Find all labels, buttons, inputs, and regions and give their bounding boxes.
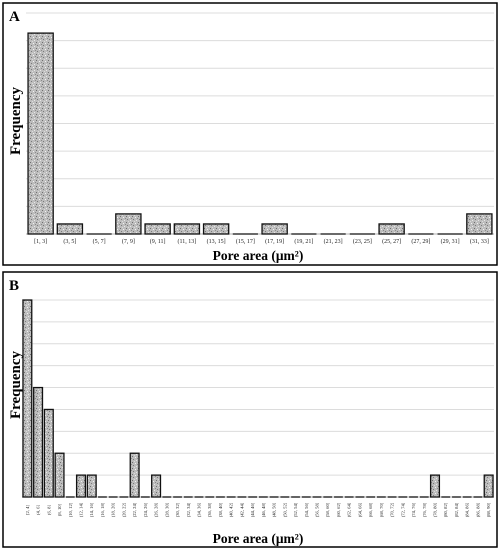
panel-a-x-axis-label: Pore area (μm²) <box>213 248 304 263</box>
tick-label: (64, 66] <box>357 502 363 517</box>
tick-label: (60, 62] <box>336 502 342 517</box>
tick-label: (4, 6] <box>36 505 42 515</box>
tick-label: (88, 90] <box>486 502 492 517</box>
tick-label: (21, 23] <box>324 238 343 245</box>
tick-label: (82, 84] <box>454 502 460 517</box>
tick-label: (7, 9] <box>122 238 135 245</box>
tick-label: (6, 8] <box>46 505 52 515</box>
bar-1 <box>27 32 54 235</box>
tick-label: (86, 88] <box>475 502 481 517</box>
tick-label: (18, 20] <box>111 502 117 517</box>
tick-label: (32, 34] <box>186 502 192 517</box>
tick-label: (30, 32] <box>175 502 181 517</box>
bar-1 <box>22 299 33 498</box>
tick-label: (76, 78] <box>422 502 428 517</box>
tick-label: (24, 26] <box>143 502 149 517</box>
bar-4 <box>115 213 142 235</box>
panel-b-letter: B <box>9 278 19 294</box>
tick-label: (5, 7] <box>93 238 106 245</box>
tick-label: (12, 14] <box>79 502 85 517</box>
bar-7 <box>202 223 230 235</box>
tick-label: (58, 60] <box>325 502 331 517</box>
tick-label: (17, 19] <box>265 238 284 245</box>
tick-label: (9, 11] <box>150 238 166 245</box>
tick-label: (29, 31] <box>441 238 460 245</box>
tick-label: (52, 54] <box>293 502 299 517</box>
tick-label: (80, 82] <box>443 502 449 517</box>
tick-label: (42, 44] <box>239 502 245 517</box>
tick-label: (72, 74] <box>400 502 406 517</box>
tick-label: (36, 38] <box>207 502 213 517</box>
tick-label: (84, 86] <box>465 502 471 517</box>
tick-label: (23, 25] <box>353 238 372 245</box>
tick-label: (28, 30] <box>164 502 170 517</box>
panel-a-bars <box>27 32 493 235</box>
tick-label: (62, 64] <box>347 502 353 517</box>
tick-label: (31, 33] <box>470 238 489 245</box>
tick-label: (56, 58] <box>315 502 321 517</box>
bar-16 <box>466 213 493 235</box>
tick-label: (22, 24] <box>132 502 138 517</box>
panel-a-frame <box>2 2 498 266</box>
tick-label: (78, 80] <box>433 502 439 517</box>
tick-label: (25, 27] <box>382 238 401 245</box>
tick-label: [2, 4] <box>25 505 31 515</box>
panel-a: A Frequency Pore area (μm²) [1, 3] (3, 5]… <box>2 2 498 266</box>
tick-label: (70, 72] <box>390 502 396 517</box>
bar-6 <box>75 474 87 498</box>
panel-b-bars <box>22 299 494 498</box>
panel-a-tick-labels: [1, 3] (3, 5] (5, 7] (7, 9] (9, 11] (11, 13] (… <box>34 238 489 245</box>
tick-label: (26, 28] <box>154 502 160 517</box>
bar-5 <box>144 223 171 235</box>
bar-4 <box>54 452 65 498</box>
tick-label: (15, 17] <box>236 238 255 245</box>
bar-3 <box>43 408 54 498</box>
tick-label: (50, 52] <box>282 502 288 517</box>
tick-label: (10, 12] <box>68 502 74 517</box>
tick-label: (3, 5] <box>63 238 76 245</box>
bar-44 <box>483 474 494 498</box>
bar-2 <box>56 223 84 235</box>
panel-a-letter: A <box>9 9 20 25</box>
tick-label: (54, 56] <box>304 502 310 517</box>
tick-label: (34, 36] <box>197 502 203 517</box>
tick-label: (48, 50] <box>272 502 278 517</box>
tick-label: (16, 18] <box>100 502 106 517</box>
tick-label: (40, 42] <box>229 502 235 517</box>
bar-7 <box>86 474 97 498</box>
bar-2 <box>33 386 44 498</box>
tick-label: (46, 48] <box>261 502 267 517</box>
tick-label: (19, 21] <box>294 238 313 245</box>
bar-13 <box>378 223 405 235</box>
tick-label: (14, 16] <box>89 502 95 517</box>
tick-label: (74, 76] <box>411 502 417 517</box>
bar-6 <box>173 223 201 235</box>
tick-label: (38, 40] <box>218 502 224 517</box>
panel-b-tick-labels: [2, 4] (4, 6] (6, 8] (8, 10] (10, 12] (12, 14… <box>25 502 492 517</box>
bar-13 <box>151 474 162 498</box>
tick-label: (11, 13] <box>177 238 196 245</box>
panel-b-x-axis-label: Pore area (μm²) <box>213 531 304 546</box>
tick-label: (68, 70] <box>379 502 385 517</box>
tick-label: (44, 46] <box>250 502 256 517</box>
bar-9 <box>261 223 288 235</box>
bar-11 <box>129 452 140 498</box>
tick-label: (13, 15] <box>207 238 226 245</box>
tick-label: (27, 29] <box>411 238 430 245</box>
tick-label: [1, 3] <box>34 239 47 245</box>
panel-a-y-axis-label: Frequency <box>8 86 24 155</box>
tick-label: (8, 10] <box>57 503 63 516</box>
panel-b: B Frequency Pore area (μm²) [2, 4] (4, 6]… <box>2 271 498 548</box>
bar-39 <box>429 474 441 498</box>
panel-b-y-axis-label: Frequency <box>8 350 24 419</box>
tick-label: (20, 22] <box>121 502 127 517</box>
tick-label: (66, 68] <box>368 502 374 517</box>
